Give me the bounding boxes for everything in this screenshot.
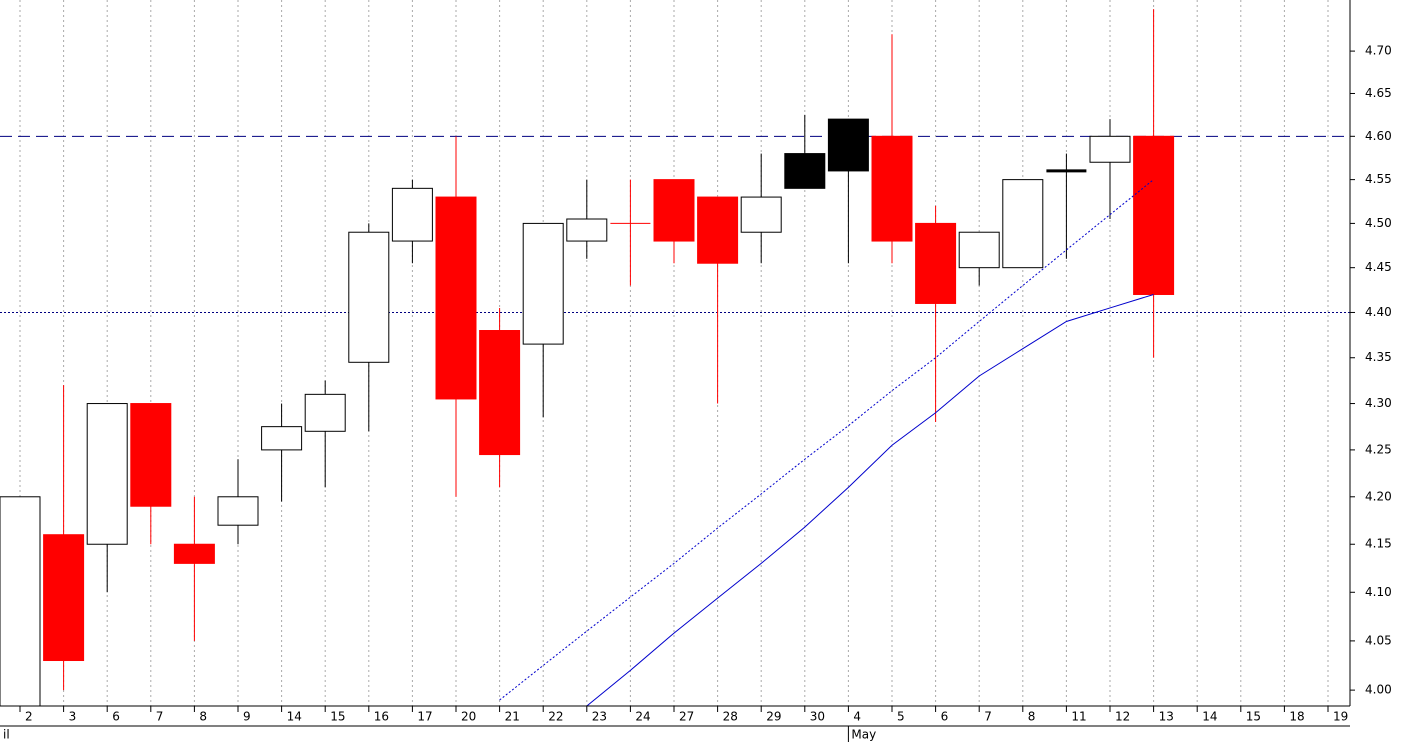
candle-body	[740, 196, 782, 233]
candle-body	[43, 534, 85, 662]
y-tick-label: 4.70	[1365, 44, 1392, 58]
y-tick-label: 4.45	[1365, 260, 1392, 274]
y-tick-label: 4.50	[1365, 216, 1392, 230]
x-tick-label: 9	[243, 710, 251, 724]
x-tick-label: 5	[897, 710, 905, 724]
x-tick-label: 16	[374, 710, 389, 724]
y-tick-label: 4.10	[1365, 585, 1392, 599]
x-tick-label: 13	[1159, 710, 1174, 724]
line-series	[499, 179, 1154, 701]
x-tick-label: 19	[1333, 710, 1348, 724]
candle-body	[348, 231, 390, 363]
x-tick-label: 27	[679, 710, 694, 724]
candle-body	[304, 393, 346, 432]
candle-body	[566, 218, 608, 242]
x-tick-label: 4	[853, 710, 861, 724]
x-tick-label: 23	[592, 710, 607, 724]
x-tick-label: 11	[1071, 710, 1086, 724]
y-tick-label: 4.60	[1365, 129, 1392, 143]
candle-body	[697, 196, 739, 264]
x-tick-label: 22	[548, 710, 563, 724]
candle-body	[173, 543, 215, 564]
x-tick-label: 28	[723, 710, 738, 724]
candle-body	[915, 222, 957, 304]
x-tick-label: 20	[461, 710, 476, 724]
x-tick-label: 2	[25, 710, 33, 724]
candle-body	[86, 403, 128, 545]
x-tick-label: 8	[1028, 710, 1036, 724]
candle-body	[1089, 135, 1131, 163]
candle-body	[479, 330, 521, 456]
y-tick-label: 4.35	[1365, 350, 1392, 364]
y-tick-label: 4.20	[1365, 489, 1392, 503]
y-tick-label: 4.30	[1365, 396, 1392, 410]
month-label: il	[3, 728, 10, 742]
candle-body	[261, 426, 303, 451]
y-tick-label: 4.05	[1365, 633, 1392, 647]
candle-body	[827, 118, 869, 172]
candle-body	[435, 196, 477, 400]
grid	[19, 0, 1329, 706]
month-label: May	[851, 728, 876, 742]
candle-body	[522, 222, 564, 345]
candle-body	[1133, 135, 1175, 295]
candle-body	[784, 153, 826, 189]
x-tick-label: 21	[505, 710, 520, 724]
candle-body	[217, 496, 259, 526]
candle-body	[130, 403, 172, 507]
x-tick-label: 3	[69, 710, 77, 724]
candle-body	[958, 231, 1000, 269]
y-tick-label: 4.55	[1365, 172, 1392, 186]
y-tick-label: 4.00	[1365, 683, 1392, 697]
x-tick-label: 14	[1202, 710, 1217, 724]
y-tick-label: 4.25	[1365, 442, 1392, 456]
y-tick-label: 4.40	[1365, 305, 1392, 319]
x-tick-label: 29	[766, 710, 781, 724]
candle-body	[1002, 179, 1044, 269]
x-tick-label: 30	[810, 710, 825, 724]
x-tick-label: 7	[984, 710, 992, 724]
x-tick-label: 8	[199, 710, 207, 724]
candle-body	[653, 179, 695, 242]
x-tick-label: 14	[287, 710, 302, 724]
x-tick-label: 6	[941, 710, 949, 724]
candle-body	[391, 187, 433, 242]
candle-body	[871, 135, 913, 242]
candle-body	[0, 496, 41, 706]
x-tick-label: 6	[112, 710, 120, 724]
x-tick-label: 24	[635, 710, 650, 724]
x-tick-label: 7	[156, 710, 164, 724]
line-series	[586, 294, 1154, 706]
x-tick-label: 15	[1246, 710, 1261, 724]
y-tick-label: 4.15	[1365, 537, 1392, 551]
plot-area	[0, 9, 1350, 706]
x-tick-label: 17	[417, 710, 432, 724]
y-tick-label: 4.65	[1365, 86, 1392, 100]
x-tick-label: 12	[1115, 710, 1130, 724]
x-tick-label: 15	[330, 710, 345, 724]
x-tick-label: 18	[1289, 710, 1304, 724]
